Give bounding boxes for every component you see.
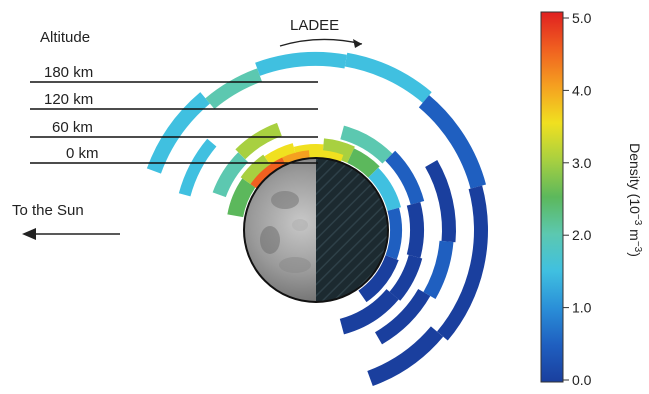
density-segment — [358, 255, 399, 303]
density-segment — [282, 150, 310, 165]
density-segment — [425, 160, 456, 243]
moon — [243, 157, 389, 303]
density-segment — [227, 178, 256, 218]
colorbar-tick-label: 3.0 — [572, 155, 592, 171]
density-segment — [385, 207, 402, 260]
density-segment — [340, 125, 393, 164]
colorbar: 5.0 4.0 3.0 2.0 1.0 0.0 — [540, 10, 592, 388]
colorbar-tick-label: 2.0 — [572, 227, 592, 243]
density-segment — [344, 52, 432, 103]
density-segment — [368, 167, 402, 211]
density-segment — [367, 326, 444, 386]
density-segment — [347, 148, 380, 178]
colorbar-tick-label: 4.0 — [572, 82, 592, 98]
altitude-title: Altitude — [40, 29, 90, 46]
sun-arrowhead — [22, 228, 36, 240]
colorbar-title: Density (10−3 m−3) — [627, 143, 643, 257]
colorbar-tick-label: 1.0 — [572, 300, 592, 316]
density-segment — [339, 289, 399, 335]
colorbar-tick-label: 0.0 — [572, 372, 592, 388]
density-segment — [178, 138, 217, 197]
orbit-direction-arrow — [279, 38, 363, 47]
density-segment — [146, 92, 210, 174]
density-segment — [235, 122, 282, 160]
altitude-tick-60: 60 km — [52, 119, 93, 136]
altitude-tick-120: 120 km — [44, 91, 93, 108]
spacecraft-label: LADEE — [290, 17, 339, 34]
orbit-arrowhead — [353, 39, 362, 48]
density-segment — [205, 68, 262, 109]
density-segment — [309, 150, 344, 163]
density-segment — [389, 254, 423, 301]
density-segment — [423, 240, 454, 299]
density-segment — [385, 150, 425, 205]
density-segment — [418, 95, 487, 189]
colorbar-tick-label: 5.0 — [572, 10, 592, 26]
altitude-lines — [30, 81, 318, 164]
density-segment — [255, 51, 347, 76]
density-segment — [406, 202, 424, 258]
density-segment — [375, 289, 431, 345]
altitude-tick-0: 0 km — [66, 145, 99, 162]
density-segment — [250, 157, 286, 189]
sun-direction-label: To the Sun — [12, 202, 84, 219]
altitude-tick-180: 180 km — [44, 64, 93, 81]
density-segment — [437, 185, 489, 341]
